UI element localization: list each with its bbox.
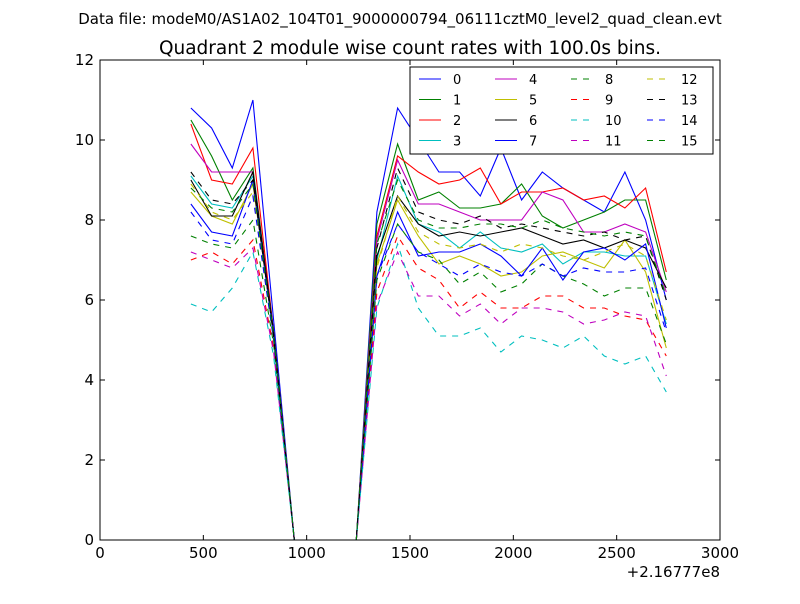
legend-label-3: 3 [453, 135, 461, 150]
y-tick-label: 10 [75, 131, 94, 149]
plot-area: 0 500 1000 1500 2000 2500 3000024681012+2.1677… [75, 51, 739, 581]
series-lines [190, 99, 667, 540]
series-line-6 [190, 170, 667, 540]
x-tick-label: 1500 [391, 544, 429, 562]
legend-label-11: 11 [605, 135, 622, 150]
chart-title: Quadrant 2 module wise count rates with … [159, 38, 661, 59]
series-line-8 [190, 218, 667, 540]
legend-label-6: 6 [529, 114, 537, 129]
series-line-14 [190, 193, 667, 540]
legend-label-8: 8 [605, 73, 613, 88]
y-tick-label: 8 [84, 211, 94, 229]
series-line-11 [190, 246, 667, 540]
x-offset-label: +2.16777e8 [627, 563, 720, 581]
legend-label-7: 7 [529, 135, 537, 150]
legend-label-2: 2 [453, 114, 461, 129]
series-line-10 [190, 242, 667, 540]
y-tick-label: 4 [84, 371, 94, 389]
legend-label-0: 0 [453, 73, 461, 88]
legend-label-1: 1 [453, 94, 461, 109]
legend-label-10: 10 [605, 114, 622, 129]
chart-suptitle: Data file: modeM0/AS1A02_104T01_90000007… [78, 10, 722, 29]
x-tick-label: 500 [189, 544, 218, 562]
y-tick-label: 0 [84, 531, 94, 549]
legend-label-15: 15 [681, 135, 698, 150]
y-tick-label: 6 [84, 291, 94, 309]
x-tick-label: 3000 [701, 544, 739, 562]
series-line-9 [190, 234, 667, 540]
series-line-13 [190, 166, 667, 540]
y-tick-label: 2 [84, 451, 94, 469]
legend-label-14: 14 [681, 114, 698, 129]
series-line-15 [190, 178, 667, 540]
legend-label-12: 12 [681, 73, 698, 88]
series-line-0 [190, 99, 667, 540]
x-tick-label: 2500 [598, 544, 636, 562]
legend-label-9: 9 [605, 94, 613, 109]
x-tick-label: 1000 [288, 544, 326, 562]
legend-frame [409, 66, 714, 155]
legend-label-13: 13 [681, 94, 698, 109]
x-tick-label: 0 [95, 544, 105, 562]
x-tick-label: 2000 [494, 544, 532, 562]
legend-label-4: 4 [529, 73, 537, 88]
legend-label-5: 5 [529, 94, 537, 109]
y-tick-label: 12 [75, 51, 94, 69]
